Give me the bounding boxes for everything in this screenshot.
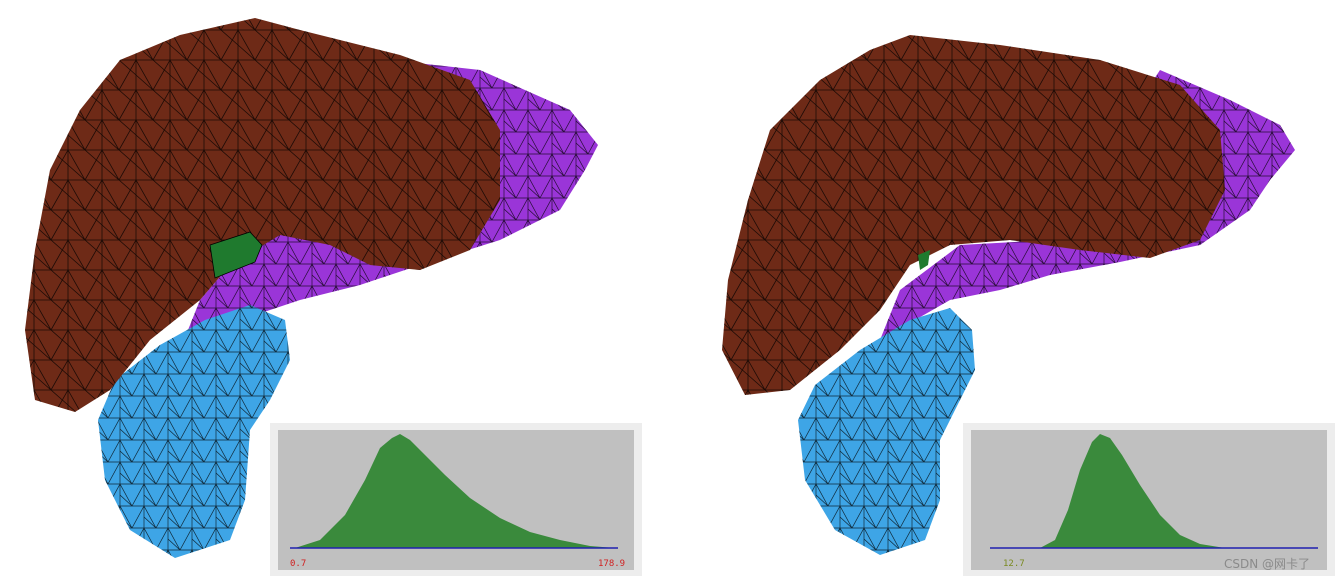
left-model — [25, 18, 598, 558]
min-label: 12.7 — [1003, 559, 1025, 569]
min-label: 0.7 — [290, 559, 306, 569]
histogram-shape — [295, 434, 615, 548]
left-histogram: 0.7 178.9 — [270, 423, 642, 576]
max-label: 178.9 — [598, 559, 625, 569]
watermark: CSDN @网卡了 — [1224, 557, 1310, 571]
green-piece — [918, 250, 930, 270]
green-piece — [209, 231, 263, 279]
histogram-shape — [1040, 434, 1225, 548]
right-model — [722, 35, 1295, 555]
right-histogram: 12.7 — [963, 423, 1335, 576]
